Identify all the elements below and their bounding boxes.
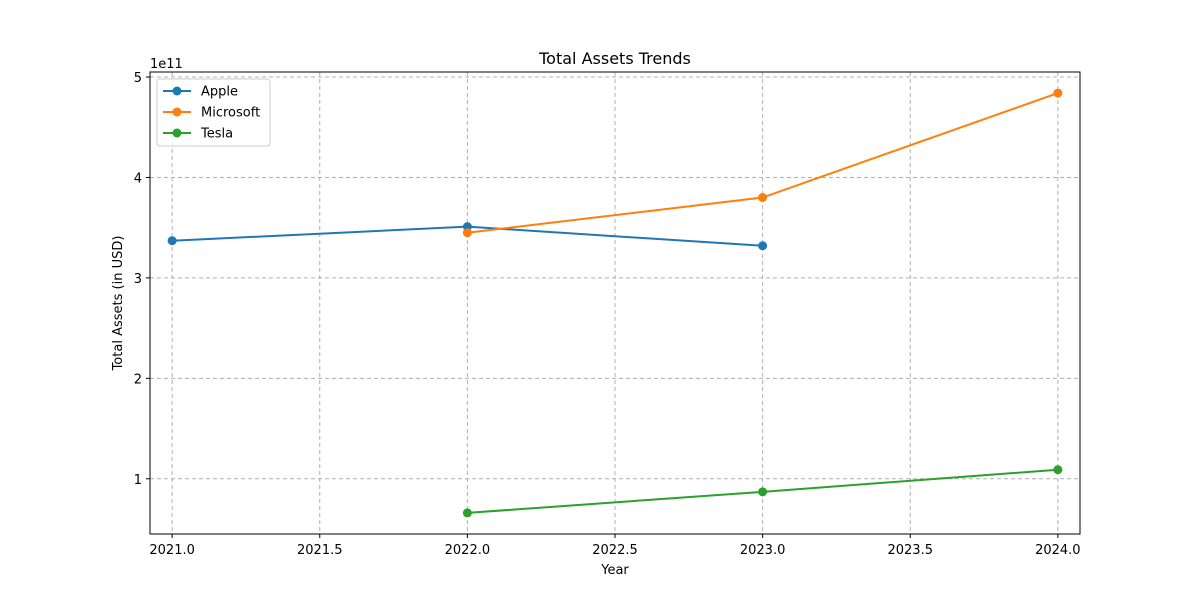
legend-label-microsoft: Microsoft xyxy=(201,106,260,121)
y-axis-label: Total Assets (in USD) xyxy=(111,236,126,372)
data-point-microsoft xyxy=(1053,88,1063,98)
x-axis-label: Year xyxy=(600,563,629,578)
data-point-tesla xyxy=(462,508,472,518)
legend-box xyxy=(156,78,271,147)
legend-item-microsoft: Microsoft xyxy=(163,106,260,121)
x-tick-label: 2023.5 xyxy=(887,543,933,558)
series-microsoft xyxy=(462,88,1063,238)
x-tick-label: 2021.5 xyxy=(297,543,343,558)
x-tick-label: 2021.0 xyxy=(149,543,195,558)
axis-ticks: 2021.0 2021.5 2022.0 2022.5 2023.0 2023.5 2024… xyxy=(134,71,1081,558)
y-tick-label: 5 xyxy=(134,71,142,86)
data-point-tesla xyxy=(1053,465,1063,475)
legend-item-tesla: Tesla xyxy=(163,127,233,142)
data-point-microsoft xyxy=(758,193,768,203)
legend: Apple Microsoft Tesla xyxy=(156,78,271,147)
legend-label-apple: Apple xyxy=(201,85,238,100)
x-tick-label: 2024.0 xyxy=(1035,543,1081,558)
data-point-apple xyxy=(167,236,177,246)
y-offset-label: 1e11 xyxy=(150,57,183,72)
legend-marker-tesla xyxy=(172,128,182,138)
data-point-tesla xyxy=(758,487,768,497)
y-tick-label: 3 xyxy=(134,272,142,287)
data-point-microsoft xyxy=(462,228,472,238)
x-tick-label: 2022.5 xyxy=(592,543,638,558)
legend-marker-apple xyxy=(172,86,182,96)
legend-marker-microsoft xyxy=(172,107,182,117)
y-tick-label: 1 xyxy=(134,473,142,488)
series-group xyxy=(167,88,1063,518)
data-point-apple xyxy=(758,241,768,251)
chart-title: Total Assets Trends xyxy=(538,49,691,68)
series-tesla xyxy=(462,465,1063,518)
grid xyxy=(150,72,1080,534)
x-tick-label: 2023.0 xyxy=(740,543,786,558)
legend-item-apple: Apple xyxy=(163,85,238,100)
legend-label-tesla: Tesla xyxy=(200,127,233,142)
y-tick-label: 2 xyxy=(134,372,142,387)
series-apple xyxy=(167,222,768,251)
x-tick-label: 2022.0 xyxy=(445,543,491,558)
y-tick-label: 4 xyxy=(134,171,142,186)
